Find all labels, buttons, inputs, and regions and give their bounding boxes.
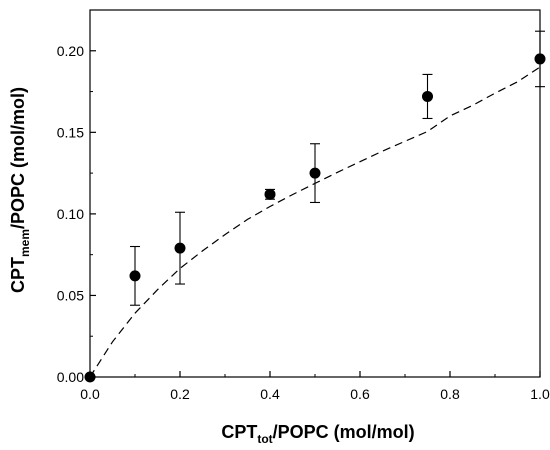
x-axis-label: CPTtot/POPC (mol/mol) xyxy=(221,422,414,446)
y-tick-label: 0.20 xyxy=(57,43,84,59)
x-tick-label: 0.6 xyxy=(350,386,370,402)
y-axis-label-rest: /POPC (mol/mol) xyxy=(8,87,28,229)
x-axis-ticks: 0.0 0.2 0.4 0.6 0.8 1.0 xyxy=(80,371,550,402)
x-tick-label: 0.4 xyxy=(260,386,280,402)
y-axis-label-sub: mem xyxy=(18,229,32,257)
fit-curve xyxy=(89,66,541,378)
y-tick-label: 0.15 xyxy=(57,124,84,140)
x-tick-label: 0.2 xyxy=(170,386,190,402)
x-tick-label: 1.0 xyxy=(530,386,550,402)
data-point xyxy=(422,90,433,102)
x-axis-label-sub: tot xyxy=(257,432,272,446)
data-point xyxy=(309,167,321,179)
x-axis-label-rest: /POPC (mol/mol) xyxy=(273,422,415,442)
error-bars xyxy=(130,30,545,306)
x-tick-label: 0.0 xyxy=(80,386,100,402)
data-point xyxy=(84,371,96,383)
y-tick-label: 0.10 xyxy=(57,206,84,222)
y-tick-label: 0.00 xyxy=(57,369,84,385)
x-tick-label: 0.8 xyxy=(440,386,460,402)
data-point xyxy=(174,242,186,254)
data-points xyxy=(84,53,546,383)
data-point xyxy=(264,188,276,200)
y-axis-label: CPTmem/POPC (mol/mol) xyxy=(8,87,32,293)
x-axis-label-main: CPT xyxy=(221,422,257,442)
y-tick-label: 0.05 xyxy=(57,287,84,303)
data-point xyxy=(129,270,141,282)
y-axis-label-main: CPT xyxy=(8,257,28,293)
data-point xyxy=(534,53,546,65)
